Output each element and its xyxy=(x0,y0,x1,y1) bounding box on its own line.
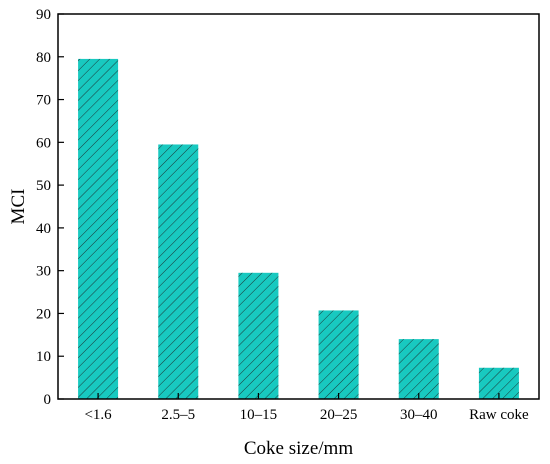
plot-frame xyxy=(57,13,540,400)
y-tick-label: 50 xyxy=(36,178,51,194)
bar-hatch xyxy=(318,310,359,399)
x-tick-label: Raw coke xyxy=(469,407,529,423)
bar-5 xyxy=(478,367,519,399)
bar-4 xyxy=(398,339,439,399)
bar-0 xyxy=(78,58,119,400)
x-tick-label: 2.5–5 xyxy=(161,407,195,423)
x-axis-ticks: <1.6 2.5–5 10–15 20–25 30–40 Raw coke xyxy=(84,393,529,423)
bar-2 xyxy=(238,272,279,399)
y-axis-label: MCI xyxy=(8,189,29,225)
y-tick-label: 60 xyxy=(36,135,51,151)
x-tick-label: <1.6 xyxy=(84,407,112,423)
y-tick-label: 0 xyxy=(44,392,52,408)
y-tick-label: 10 xyxy=(36,349,51,365)
bar-1 xyxy=(158,144,199,399)
y-tick-label: 40 xyxy=(36,221,51,237)
y-tick-label: 20 xyxy=(36,306,51,322)
x-tick-label: 10–15 xyxy=(240,407,278,423)
y-tick-label: 90 xyxy=(36,7,51,23)
bar-hatch xyxy=(398,339,439,399)
bar-hatch xyxy=(238,272,279,399)
bars-layer xyxy=(78,58,519,400)
y-tick-label: 70 xyxy=(36,93,51,109)
bar-hatch xyxy=(158,144,199,399)
x-tick-label: 30–40 xyxy=(400,407,438,423)
bar-3 xyxy=(318,310,359,399)
bar-hatch xyxy=(78,58,119,400)
x-tick-label: 20–25 xyxy=(320,407,358,423)
y-tick-label: 80 xyxy=(36,50,51,66)
x-axis-label: Coke size/mm xyxy=(244,438,353,459)
y-tick-label: 30 xyxy=(36,264,51,280)
y-axis-ticks: 0 10 20 30 40 50 60 70 80 90 xyxy=(36,7,64,408)
